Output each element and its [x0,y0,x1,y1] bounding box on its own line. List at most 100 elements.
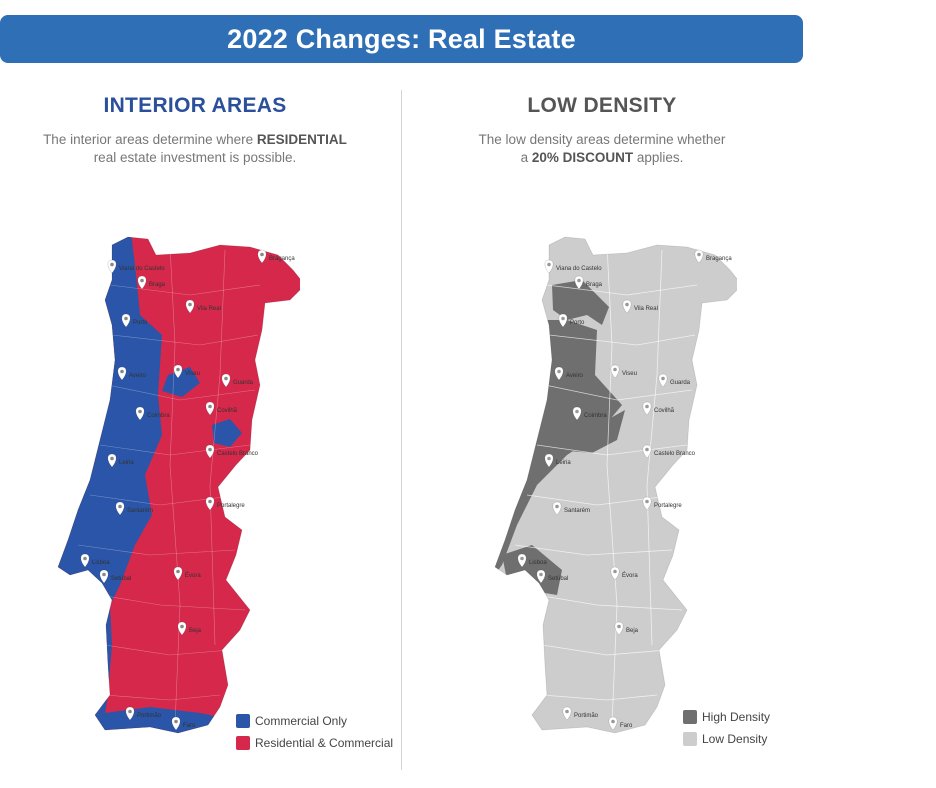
map-left-regions [58,237,300,733]
map-left-borders [77,244,261,726]
left-map-pin-dot-santarem [118,504,122,509]
right-map-pin-icon-beja [614,621,624,636]
left-map-pin-icon-leiria [107,453,117,468]
right-map-pin-dot-viana-do-castelo [547,262,551,267]
left-city-label-lisboa: Lisboa [92,560,110,566]
map-right-borders [514,244,698,726]
right-city-label-evora: Évora [622,572,638,579]
left-map-pin-icon-beja [177,621,187,636]
right-map-pin-dot-lisboa [520,556,524,561]
right-map-pin-icon-viseu [610,364,620,379]
right-map-pin-dot-guarda [661,376,665,381]
desc-right-line2-post: applies. [633,150,684,165]
left-map-pin-dot-vila-real [188,302,192,307]
right-map-pin-dot-porto [561,316,565,321]
left-map-pin-icon-porto [121,313,131,328]
left-city-label-covilha: Covilhã [217,408,238,414]
legend-swatch-low-density [683,732,697,746]
right-map-pin-dot-covilha [645,404,649,409]
left-map-pin-dot-braga [140,278,144,283]
right-city-label-braganca: Bragança [706,256,732,262]
right-map-pin-icon-braganca [694,249,704,264]
left-map-pin-icon-portimao [125,706,135,721]
right-map-pin-dot-evora [613,569,617,574]
right-map-pin-dot-beja [617,624,621,629]
left-map-pin-dot-covilha [208,404,212,409]
left-city-label-evora: Évora [185,572,201,579]
left-city-label-viana-do-castelo: Viana do Castelo [119,266,165,272]
left-city-label-viseu: Viseu [185,371,200,377]
left-map-pin-dot-coimbra [138,409,142,414]
left-map-pin-icon-evora [173,566,183,581]
right-map-pin-dot-braganca [697,252,701,257]
desc-left-line2: real estate investment is possible. [93,150,297,165]
desc-left-line1-pre: The interior areas determine where [43,132,257,147]
legend-item-low-density: Low Density [683,728,770,750]
left-map-pin-dot-guarda [224,376,228,381]
map-left-pins: Viana do Castelo Braga Bragança Vila Real Po… [80,249,295,731]
page-banner: 2022 Changes: Real Estate [0,15,803,63]
left-map-pin-dot-viana-do-castelo [110,262,114,267]
desc-right-line2-pre: a [520,150,532,165]
banner-title: 2022 Changes: Real Estate [227,23,576,54]
right-map-pin-icon-faro [608,716,618,731]
legend-label-residential: Residential & Commercial [255,736,394,750]
right-map-pin-icon-evora [610,566,620,581]
left-map-pin-dot-viseu [176,367,180,372]
left-map-pin-icon-castelo-branco [205,444,215,459]
left-map-pin-dot-faro [174,719,178,724]
legend-label-low-density: Low Density [702,732,768,746]
right-map-pin-icon-leiria [544,453,554,468]
right-map-pin-dot-castelo-branco [645,447,649,452]
right-map-pin-icon-santarem [552,501,562,516]
left-map-pin-icon-setubal [99,569,109,584]
left-map-pin-icon-guarda [221,373,231,388]
right-city-label-beja: Beja [626,628,639,634]
left-map-pin-dot-castelo-branco [208,447,212,452]
desc-left-line1-bold: RESIDENTIAL [256,132,347,147]
left-map-pin-icon-aveiro [117,366,127,381]
right-city-label-porto: Porto [570,320,585,326]
right-map-pin-dot-santarem [555,504,559,509]
right-map-pin-icon-braga [574,275,584,290]
right-city-label-setubal: Setúbal [548,576,568,582]
left-city-label-aveiro: Aveiro [129,373,147,379]
left-city-label-braganca: Bragança [269,256,295,262]
legend-label-commercial: Commercial Only [255,714,348,728]
right-map-pin-dot-vila-real [625,302,629,307]
left-map-pin-dot-lisboa [83,556,87,561]
legend-item-commercial: Commercial Only [236,710,393,732]
right-map-pin-icon-portalegre [642,496,652,511]
right-map-pin-icon-aveiro [554,366,564,381]
left-city-label-setubal: Setúbal [111,576,131,582]
left-map-pin-dot-aveiro [120,369,124,374]
right-map-pin-icon-vila-real [622,299,632,314]
legend-item-high-density: High Density [683,706,770,728]
interior-areas-description: The interior areas determine where RESID… [0,131,390,167]
legend-swatch-high-density [683,710,697,724]
right-map-pin-icon-castelo-branco [642,444,652,459]
right-city-label-guarda: Guarda [670,380,691,386]
left-city-label-braga: Braga [149,282,166,288]
legend-item-residential: Residential & Commercial [236,732,393,754]
legend-swatch-commercial [236,714,250,728]
left-city-label-castelo-branco: Castelo Branco [217,451,259,457]
right-map-pin-icon-coimbra [572,406,582,421]
low-density-description: The low density areas determine whether … [407,131,797,167]
left-city-label-porto: Porto [133,320,148,326]
interior-areas-map: Viana do Castelo Braga Bragança Vila Real Po… [57,236,300,734]
left-map-pin-icon-braganca [257,249,267,264]
panel-divider [401,90,402,770]
right-map-pin-icon-covilha [642,401,652,416]
right-map-pin-dot-portalegre [645,499,649,504]
left-map-pin-dot-evora [176,569,180,574]
right-city-label-leiria: Leiria [556,460,571,466]
legend-label-high-density: High Density [702,710,771,724]
left-city-label-coimbra: Coimbra [147,413,170,419]
right-city-label-covilha: Covilhã [654,408,675,414]
right-map-pin-icon-porto [558,313,568,328]
left-city-label-leiria: Leiria [119,460,134,466]
right-city-label-portimao: Portimão [574,713,599,719]
left-map-pin-icon-santarem [115,501,125,516]
left-city-label-guarda: Guarda [233,380,254,386]
